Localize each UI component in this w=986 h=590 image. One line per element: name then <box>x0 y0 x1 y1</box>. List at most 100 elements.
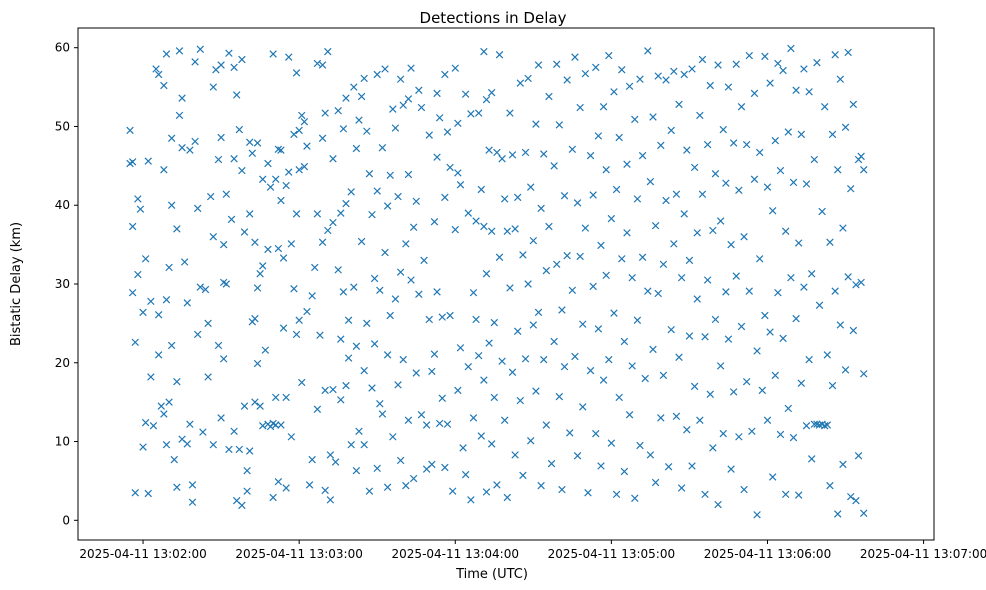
data-point-marker <box>516 79 525 87</box>
data-point-marker <box>860 370 868 378</box>
data-point-marker <box>402 481 410 490</box>
data-point-marker <box>638 151 647 160</box>
data-point-marker <box>854 451 863 460</box>
data-point-marker <box>841 123 850 131</box>
data-point-marker <box>139 308 147 317</box>
data-point-marker <box>404 170 413 179</box>
data-point-marker <box>625 82 634 91</box>
data-point-marker <box>321 386 329 395</box>
data-point-marker <box>781 227 790 235</box>
data-point-marker <box>147 373 155 381</box>
data-point-marker <box>214 155 223 164</box>
data-point-marker <box>511 451 519 459</box>
data-point-marker <box>703 140 712 149</box>
data-point-marker <box>513 327 522 335</box>
data-point-marker <box>792 86 800 94</box>
data-point-marker <box>193 204 202 213</box>
y-tick-label: 20 <box>55 356 70 370</box>
data-point-marker <box>337 335 345 343</box>
data-point-marker <box>495 253 504 261</box>
data-point-marker <box>581 224 590 232</box>
data-point-marker <box>173 377 181 386</box>
data-point-marker <box>826 481 834 490</box>
data-point-marker <box>342 94 350 102</box>
data-point-marker <box>607 439 616 447</box>
data-point-marker <box>566 429 574 437</box>
data-point-marker <box>295 126 303 135</box>
data-point-marker <box>217 61 225 69</box>
data-point-marker <box>524 280 532 288</box>
data-point-marker <box>779 334 787 343</box>
data-point-marker <box>394 381 402 389</box>
data-point-marker <box>300 162 309 171</box>
data-point-marker <box>766 79 774 87</box>
data-point-marker <box>352 144 361 153</box>
data-point-marker <box>615 133 623 142</box>
data-point-marker <box>266 183 275 191</box>
data-point-marker <box>186 420 194 428</box>
data-point-marker <box>259 175 267 183</box>
data-point-marker <box>579 320 587 328</box>
data-point-marker <box>409 223 418 232</box>
data-point-marker <box>464 209 472 217</box>
data-point-marker <box>789 178 798 187</box>
data-point-marker <box>480 47 488 56</box>
data-point-marker <box>154 351 163 359</box>
data-point-marker <box>727 240 735 249</box>
data-point-marker <box>768 207 777 215</box>
data-point-marker <box>305 481 314 489</box>
data-point-marker <box>248 149 257 157</box>
data-point-marker <box>160 81 168 90</box>
data-point-marker <box>847 184 855 193</box>
data-point-marker <box>188 498 197 506</box>
data-point-marker <box>378 410 387 418</box>
data-point-marker <box>365 169 374 178</box>
data-point-marker <box>128 158 137 166</box>
data-point-marker <box>605 355 613 364</box>
data-point-marker <box>776 166 785 175</box>
data-point-marker <box>680 70 688 79</box>
data-point-marker <box>592 429 600 438</box>
data-point-marker <box>438 313 446 321</box>
data-point-marker <box>818 207 826 216</box>
data-point-marker <box>209 233 218 241</box>
data-point-marker <box>706 81 714 90</box>
data-point-marker <box>256 270 264 278</box>
data-point-marker <box>558 485 566 494</box>
data-point-marker <box>167 341 176 350</box>
data-point-marker <box>636 441 644 450</box>
data-point-marker <box>201 285 210 294</box>
data-point-marker <box>768 473 777 481</box>
data-point-marker <box>235 445 244 454</box>
data-point-marker <box>428 367 436 376</box>
data-point-marker <box>581 69 590 78</box>
data-point-marker <box>553 260 561 269</box>
data-point-marker <box>555 121 564 129</box>
data-point-marker <box>287 433 296 441</box>
y-axis-label: Bistatic Delay (km) <box>9 222 24 346</box>
data-point-marker <box>644 47 652 55</box>
data-point-marker <box>415 86 423 94</box>
data-point-marker <box>703 276 712 284</box>
data-point-marker <box>495 51 504 59</box>
data-point-marker <box>638 253 647 261</box>
data-point-marker <box>399 101 407 109</box>
data-point-marker <box>407 276 415 284</box>
data-point-marker <box>490 318 499 327</box>
data-point-marker <box>852 281 860 289</box>
data-point-marker <box>225 49 233 57</box>
data-point-marker <box>568 145 577 154</box>
data-point-marker <box>834 510 842 518</box>
data-point-marker <box>175 111 184 120</box>
data-point-marker <box>404 95 413 103</box>
data-point-marker <box>245 210 254 218</box>
data-point-marker <box>154 310 163 319</box>
data-point-marker <box>664 463 673 471</box>
data-point-marker <box>303 142 311 150</box>
data-point-marker <box>360 366 368 375</box>
data-point-marker <box>631 115 639 124</box>
data-point-marker <box>729 139 738 147</box>
data-point-marker <box>334 266 342 274</box>
data-point-marker <box>844 48 852 57</box>
